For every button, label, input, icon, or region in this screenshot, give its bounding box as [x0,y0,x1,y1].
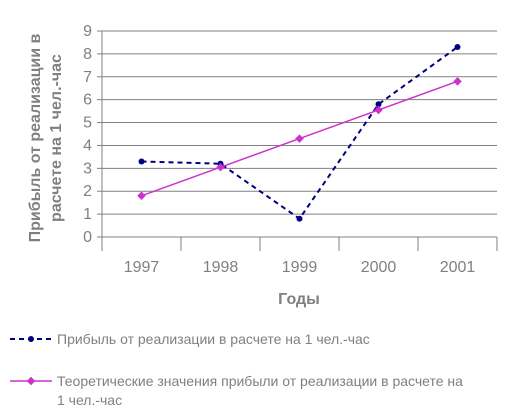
legend: Прибыль от реализации в расчете на 1 чел… [10,331,463,408]
x-axis-title: Годы [278,291,320,308]
y-axis-title: Прибыль от реализации в расчете на 1 чел… [27,33,65,242]
data-point-0 [138,158,145,165]
y-tick-label: 5 [83,115,92,132]
y-tick-label: 3 [83,160,92,177]
y-tick-label: 2 [83,183,92,200]
data-point-1 [216,162,225,172]
series-lines [141,46,459,221]
y-axis-title-line-1: Прибыль от реализации в [27,33,44,242]
axes [97,30,498,251]
data-point-0 [296,215,303,222]
y-tick-label: 1 [83,206,92,223]
y-tick-label: 8 [83,46,92,63]
legend-marker-theoretical [26,376,36,386]
data-point-1 [453,77,462,86]
x-tick-label: 2001 [440,259,476,276]
legend-label-theoretical-line-2: 1 чел.-час [57,392,122,408]
data-point-0 [375,101,382,108]
gridlines [102,30,497,215]
legend-label-theoretical-line-1: Теоретические значения прибыли от реализ… [57,373,463,389]
y-tick-label: 9 [83,23,92,40]
data-point-1 [374,105,383,115]
legend-item-theoretical: Теоретические значения прибыли от реализ… [10,373,463,408]
series-line-0 [141,46,459,221]
series-markers [137,44,462,222]
y-tick-label: 6 [83,92,92,109]
tick-labels: 0 1 2 3 4 5 6 7 8 9 1997 1998 1999 2000 2001 [83,23,475,276]
data-point-1 [137,191,146,201]
y-tick-label: 0 [83,229,92,246]
x-tick-label: 2000 [361,259,397,276]
legend-marker-actual [28,336,34,342]
y-axis-title-line-2: расчете на 1 чел.-час [48,54,65,222]
legend-label-actual: Прибыль от реализации в расчете на 1 чел… [57,331,370,347]
x-tick-label: 1997 [124,259,160,276]
y-tick-label: 7 [83,69,92,86]
x-tick-label: 1998 [203,259,239,276]
data-point-0 [454,44,461,51]
data-point-1 [295,134,304,143]
x-tick-label: 1999 [282,259,318,276]
legend-item-actual: Прибыль от реализации в расчете на 1 чел… [10,331,370,347]
y-tick-label: 4 [83,137,92,154]
